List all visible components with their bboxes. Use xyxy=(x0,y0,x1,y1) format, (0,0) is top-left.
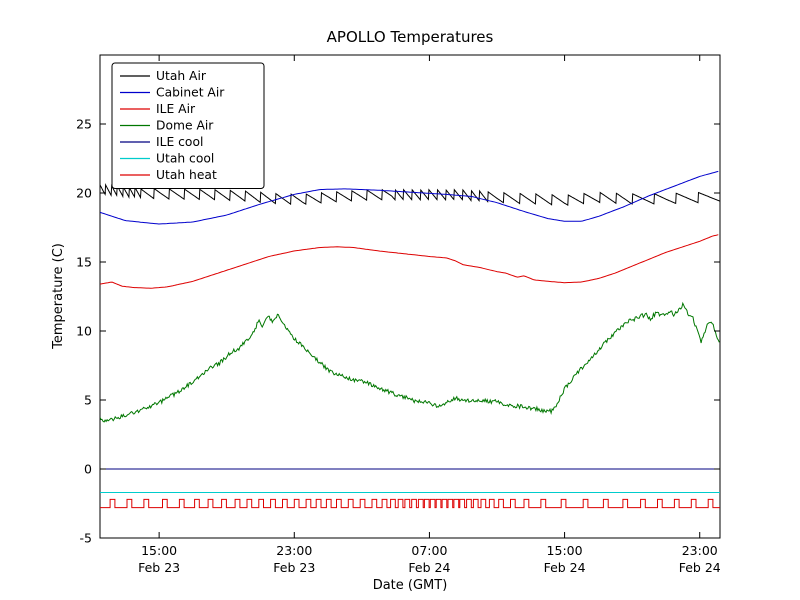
legend-frame xyxy=(111,62,265,189)
series-line-utah-air xyxy=(100,182,720,206)
x-tick-label: 15:00 xyxy=(547,543,583,558)
chart-title: APOLLO Temperatures xyxy=(327,28,494,46)
x-tick-label: 15:00 xyxy=(141,543,177,558)
legend-label-utah-air: Utah Air xyxy=(156,69,207,83)
legend-label-utah-cool: Utah cool xyxy=(156,152,214,166)
x-tick-sublabel: Feb 23 xyxy=(138,560,180,575)
y-tick-label: 5 xyxy=(84,393,92,408)
series-line-utah-heat xyxy=(100,498,720,509)
y-tick-label: 0 xyxy=(84,462,92,477)
x-tick-sublabel: Feb 23 xyxy=(273,560,315,575)
axes xyxy=(99,54,721,539)
x-tick-label: 07:00 xyxy=(411,543,447,558)
x-tick-sublabel: Feb 24 xyxy=(408,560,450,575)
y-tick-label: 25 xyxy=(76,117,92,132)
series-line-cabinet-air xyxy=(100,170,719,225)
y-tick-label: 20 xyxy=(76,186,92,201)
series-line-ile-air xyxy=(100,234,719,289)
legend-label-dome-air: Dome Air xyxy=(156,119,214,133)
y-tick-label: 15 xyxy=(76,255,92,270)
x-tick-sublabel: Feb 24 xyxy=(544,560,586,575)
x-tick-sublabel: Feb 24 xyxy=(679,560,721,575)
legend-label-utah-heat: Utah heat xyxy=(156,168,217,182)
y-tick-label: -5 xyxy=(80,531,92,546)
series-group xyxy=(100,170,720,509)
x-tick-label: 23:00 xyxy=(682,543,718,558)
legend-label-ile-cool: ILE cool xyxy=(156,135,203,149)
tick-group: -5 0 5 10 15 20 25 15:00 Feb 23 23:00 Feb 23 07:00 F… xyxy=(76,55,721,575)
axis-border xyxy=(99,54,721,539)
legend-box: Utah Air Cabinet Air ILE Air Dome Air ILE co… xyxy=(111,62,265,189)
x-axis-label: Date (GMT) xyxy=(373,578,448,593)
x-tick-label: 23:00 xyxy=(276,543,312,558)
y-axis-label: Temperature (C) xyxy=(51,243,66,350)
legend-label-ile-air: ILE Air xyxy=(156,102,196,116)
y-tick-label: 10 xyxy=(76,324,92,339)
legend-label-cabinet-air: Cabinet Air xyxy=(156,86,225,100)
series-line-dome-air xyxy=(100,301,720,423)
